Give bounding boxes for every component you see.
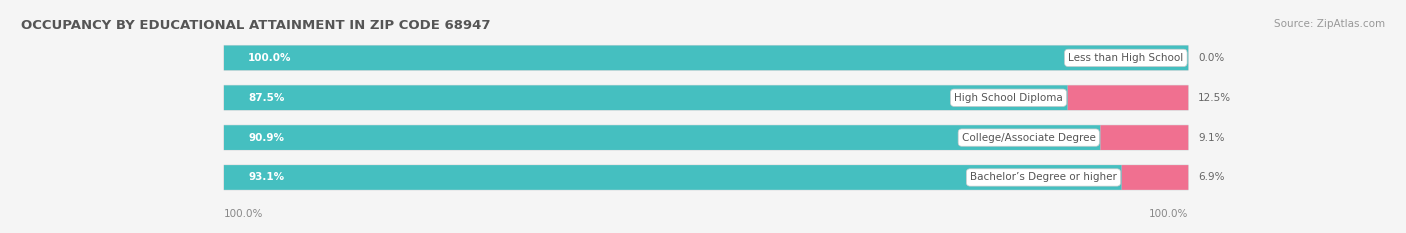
Text: 100.0%: 100.0% [1149,209,1188,219]
Text: College/Associate Degree: College/Associate Degree [962,133,1095,143]
FancyBboxPatch shape [224,45,1188,70]
FancyBboxPatch shape [1101,125,1188,150]
Text: 93.1%: 93.1% [247,172,284,182]
FancyBboxPatch shape [224,85,1067,110]
Text: 87.5%: 87.5% [247,93,284,103]
FancyBboxPatch shape [224,85,1188,110]
FancyBboxPatch shape [224,45,1188,70]
Text: Bachelor’s Degree or higher: Bachelor’s Degree or higher [970,172,1116,182]
Text: 90.9%: 90.9% [247,133,284,143]
FancyBboxPatch shape [1122,165,1188,190]
Text: Source: ZipAtlas.com: Source: ZipAtlas.com [1274,19,1385,29]
Text: Less than High School: Less than High School [1069,53,1184,63]
FancyBboxPatch shape [224,165,1188,190]
FancyBboxPatch shape [1067,85,1188,110]
Text: 100.0%: 100.0% [247,53,291,63]
FancyBboxPatch shape [224,125,1101,150]
Text: 100.0%: 100.0% [224,209,263,219]
FancyBboxPatch shape [224,165,1122,190]
Text: 12.5%: 12.5% [1198,93,1232,103]
Text: OCCUPANCY BY EDUCATIONAL ATTAINMENT IN ZIP CODE 68947: OCCUPANCY BY EDUCATIONAL ATTAINMENT IN Z… [21,19,491,32]
Text: 6.9%: 6.9% [1198,172,1225,182]
Text: 9.1%: 9.1% [1198,133,1225,143]
FancyBboxPatch shape [224,125,1188,150]
Text: 0.0%: 0.0% [1198,53,1225,63]
Text: High School Diploma: High School Diploma [955,93,1063,103]
